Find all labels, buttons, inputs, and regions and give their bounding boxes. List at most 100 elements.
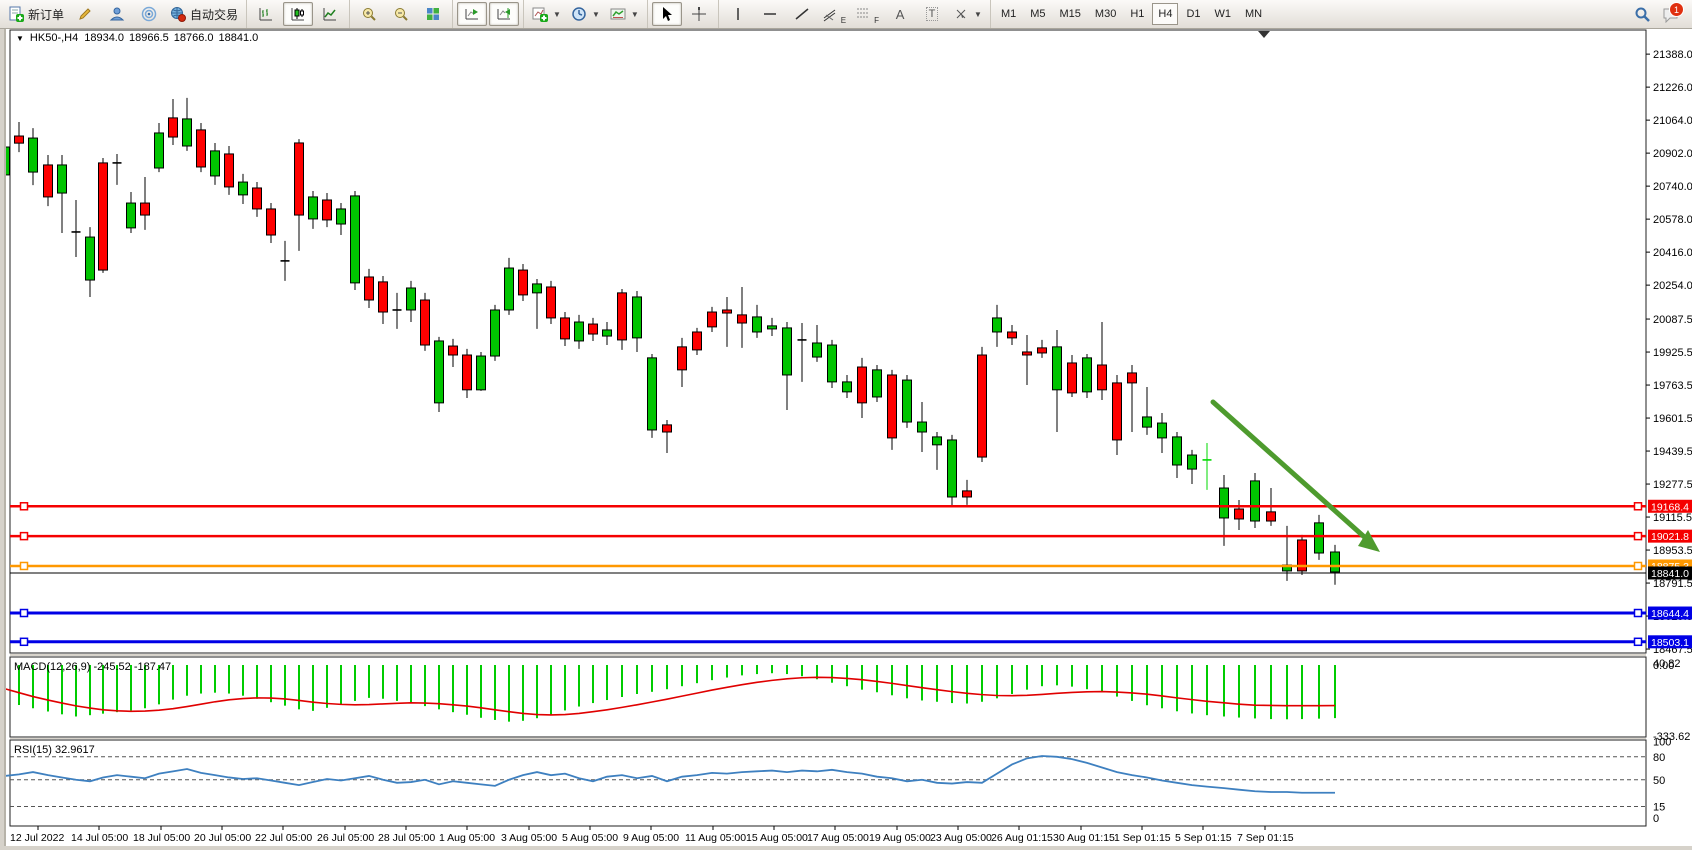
crosshair-button[interactable] — [684, 2, 714, 26]
cursor-icon — [659, 6, 675, 22]
line-handle[interactable] — [19, 531, 29, 541]
chart-shift-button[interactable] — [489, 2, 520, 26]
candle — [490, 304, 500, 361]
chart-window: ▼ HK50-,H4 18934.0 18966.5 18766.0 18841… — [4, 28, 1692, 846]
candle-body — [752, 316, 762, 333]
time-tick-label: 19 Aug 05:00 — [869, 832, 931, 844]
line-handle[interactable] — [19, 608, 29, 618]
navigator-button[interactable] — [102, 2, 132, 26]
bid-price-label: 18841.0 — [1651, 568, 1689, 580]
autotrading-button[interactable]: 自动交易 — [166, 2, 242, 26]
line-handle[interactable] — [1633, 561, 1643, 571]
templates-button[interactable]: ▼ — [606, 2, 643, 26]
collapse-triangle-icon[interactable]: ▼ — [16, 33, 24, 43]
zoom-out-button[interactable] — [386, 2, 416, 26]
candle-body — [1314, 522, 1324, 554]
line-handle[interactable] — [1633, 502, 1643, 511]
channel-icon — [823, 6, 839, 22]
hline-button[interactable] — [755, 2, 785, 26]
horizontal-line-icon — [762, 6, 778, 22]
horizontal-line-object[interactable]: 18644.4 — [10, 606, 1692, 621]
timeframe-button-mn[interactable]: MN — [1245, 8, 1263, 20]
time-axis[interactable]: 12 Jul 2022 14 Jul 05:00 18 Jul 05:00 20 Ju… — [10, 826, 1294, 844]
chart-shift-marker[interactable] — [1258, 31, 1270, 38]
indicators-button[interactable]: ▼ — [528, 2, 565, 26]
tile-windows-button[interactable] — [418, 2, 448, 26]
arrow-object[interactable] — [1210, 399, 1380, 552]
timeframe-button-m30[interactable]: M30 — [1094, 8, 1117, 20]
signals-button[interactable] — [134, 2, 164, 26]
templates-caret: ▼ — [630, 9, 639, 19]
line-handle[interactable] — [1633, 531, 1643, 541]
search-icon[interactable] — [1634, 6, 1650, 22]
pane-splitter[interactable] — [10, 654, 1646, 656]
line-handle[interactable] — [1633, 637, 1643, 647]
auto-scroll-button[interactable] — [457, 2, 488, 26]
candle — [462, 348, 472, 398]
time-tick-label: 18 Jul 05:00 — [133, 832, 190, 844]
timeframe-button-h1[interactable]: H1 — [1130, 8, 1145, 20]
line-handle[interactable] — [19, 561, 29, 571]
candle-body — [977, 354, 987, 458]
line-handle[interactable] — [19, 637, 29, 647]
zoom-in-button[interactable] — [354, 2, 384, 26]
candle — [1157, 413, 1167, 453]
macd-indicator: 40.820.00 -333.62 — [6, 658, 1690, 743]
pane-splitter[interactable] — [10, 738, 1646, 739]
timeframe-button-h4[interactable]: H4 — [1152, 3, 1179, 25]
candle-body — [827, 344, 837, 383]
trend-arrow-line[interactable] — [1210, 399, 1373, 545]
fibonacci-button[interactable]: F — [852, 2, 883, 26]
line-handle[interactable] — [19, 502, 29, 511]
horizontal-line-object[interactable]: 19168.4 — [10, 499, 1692, 513]
styler-button[interactable] — [70, 2, 100, 26]
price-axis[interactable]: 21388.0 21226.0 21064.0 20902.0 20740.0 20578… — [1646, 49, 1692, 656]
chart-canvas[interactable]: 21388.0 21226.0 21064.0 20902.0 20740.0 20578… — [6, 28, 1692, 846]
line-chart-button[interactable] — [315, 2, 345, 26]
price-tick-label: 20902.0 — [1653, 148, 1692, 160]
vline-button[interactable] — [723, 2, 753, 26]
timeframe-button-m15[interactable]: M15 — [1059, 8, 1081, 20]
candle — [1314, 514, 1324, 560]
candle — [43, 154, 53, 207]
candle-body — [406, 287, 416, 311]
rsi-scale-label: 50 — [1653, 775, 1665, 787]
timeframe-button-w1[interactable]: W1 — [1214, 8, 1232, 20]
time-tick-label: 28 Jul 05:00 — [378, 832, 435, 844]
timeframe-button-m5[interactable]: M5 — [1030, 8, 1046, 20]
indicators-caret: ▼ — [553, 9, 561, 19]
channel-button[interactable]: E — [819, 2, 850, 26]
bar-chart-button[interactable] — [251, 2, 281, 26]
person-icon — [109, 6, 125, 22]
rsi-label: RSI(15) 32.9617 — [14, 744, 95, 756]
bar-chart-icon — [258, 6, 274, 22]
horizontal-line-object[interactable]: 18503.1 — [10, 635, 1692, 649]
time-tick-label: 26 Aug 01:15 — [991, 832, 1053, 844]
candlestick-chart-button[interactable] — [283, 2, 314, 26]
text-button[interactable]: A — [885, 2, 915, 26]
time-tick-label: 7 Sep 01:15 — [1237, 832, 1294, 844]
insert-group: ▼ ▼ ▼ — [523, 0, 647, 28]
candle — [1127, 364, 1137, 433]
trendline-button[interactable] — [787, 2, 817, 26]
candle-body — [1266, 511, 1276, 522]
timeframe-button-m1[interactable]: M1 — [1000, 8, 1017, 20]
cursor-group — [646, 0, 718, 28]
horizontal-line-object[interactable]: 19021.8 — [10, 529, 1692, 544]
new-order-button[interactable]: 新订单 — [4, 2, 68, 26]
periods-button[interactable]: ▼ — [567, 2, 604, 26]
price-tick-label: 21388.0 — [1653, 49, 1692, 61]
candle — [812, 325, 822, 362]
text-label-button[interactable]: T — [917, 2, 947, 26]
horizontal-line-object[interactable]: 18875.3 — [10, 559, 1692, 573]
candle-body — [677, 346, 687, 371]
chat-icon[interactable]: 1 — [1662, 2, 1684, 24]
zoom-in-icon — [361, 6, 377, 22]
line-handle[interactable] — [1633, 608, 1643, 618]
candle — [602, 322, 612, 346]
candle — [266, 203, 276, 243]
cursor-button[interactable] — [651, 2, 682, 26]
arrows-button[interactable]: ▼ — [949, 2, 986, 26]
timeframe-button-d1[interactable]: D1 — [1186, 8, 1201, 20]
chart-title-row[interactable]: ▼ HK50-,H4 18934.0 18966.5 18766.0 18841… — [16, 32, 258, 44]
